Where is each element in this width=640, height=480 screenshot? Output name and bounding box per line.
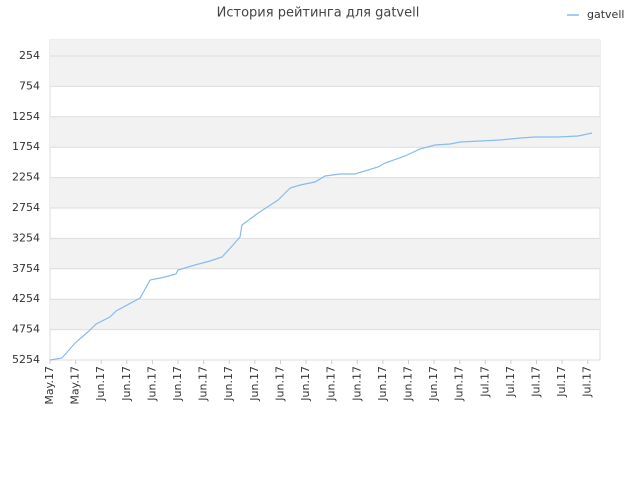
y-tick-label: 4254 (12, 292, 40, 305)
x-tick-label: Jun.17 (350, 366, 363, 402)
x-tick-label: Jul.17 (478, 366, 491, 398)
grid-band (50, 40, 600, 56)
x-tick-label: Jun.17 (401, 366, 414, 402)
grid-band (50, 299, 600, 330)
y-tick-label: 4754 (12, 323, 40, 336)
grid-band (50, 177, 600, 208)
y-tick-label: 254 (19, 49, 40, 62)
legend-label: gatvell (587, 8, 624, 21)
chart-title: История рейтинга для gatvell (217, 6, 420, 21)
x-tick-label: Jul.17 (504, 366, 517, 398)
y-tick-label: 2254 (12, 171, 40, 184)
y-tick-label: 1254 (12, 110, 40, 123)
x-tick-label: Jul.17 (555, 366, 568, 398)
x-tick-label: Jun.17 (145, 366, 158, 402)
x-tick-label: Jun.17 (273, 366, 286, 402)
x-tick-label: Jun.17 (222, 366, 235, 402)
grid-band (50, 238, 600, 269)
x-tick-label: Jul.17 (581, 366, 594, 398)
x-tick-label: Jun.17 (197, 366, 210, 402)
x-tick-label: Jun.17 (248, 366, 261, 402)
y-tick-label: 1754 (12, 140, 40, 153)
grid-band (50, 116, 600, 148)
x-tick-label: Jun.17 (376, 366, 389, 402)
x-tick-label: Jun.17 (299, 366, 312, 402)
x-tick-label: Jun.17 (94, 366, 107, 402)
x-tick-label: Jun.17 (325, 366, 338, 402)
x-tick-label: May.17 (43, 366, 56, 405)
y-tick-label: 5254 (12, 353, 40, 366)
y-tick-label: 2754 (12, 201, 40, 214)
y-tick-label: 3254 (12, 231, 40, 244)
y-tick-label: 754 (19, 79, 40, 92)
x-tick-label: Jun.17 (120, 366, 133, 402)
line (49, 132, 593, 361)
x-tick-label: Jun.17 (427, 366, 440, 402)
x-tick-label: Jul.17 (529, 366, 542, 398)
x-tick-label: May.17 (69, 366, 82, 405)
x-tick-label: Jun.17 (171, 366, 184, 402)
y-tick-label: 3754 (12, 262, 40, 275)
grid-band (50, 55, 600, 87)
x-tick-label: Jun.17 (453, 366, 466, 402)
